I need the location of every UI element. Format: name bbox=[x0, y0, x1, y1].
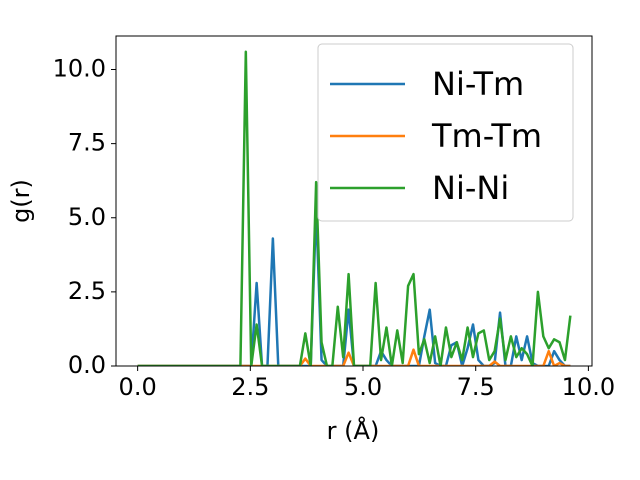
x-tick-label: 10.0 bbox=[562, 373, 615, 401]
y-tick-label: 0.0 bbox=[68, 351, 106, 379]
series-line bbox=[137, 50, 572, 366]
legend-label: Ni-Ni bbox=[432, 169, 509, 207]
x-axis-label: r (Å) bbox=[327, 416, 380, 445]
plot-frame bbox=[115, 35, 593, 367]
y-tick-label: 2.5 bbox=[68, 277, 106, 305]
legend-label: Ni-Tm bbox=[432, 65, 524, 103]
series-line bbox=[137, 348, 571, 366]
x-tick-label: 0.0 bbox=[119, 373, 157, 401]
y-axis-label: g(r) bbox=[7, 179, 35, 223]
y-tick-label: 7.5 bbox=[68, 129, 106, 157]
y-tick-label: 10.0 bbox=[53, 55, 106, 83]
x-tick-label: 7.5 bbox=[457, 373, 495, 401]
x-tick-label: 2.5 bbox=[231, 373, 269, 401]
x-tick-label: 5.0 bbox=[344, 373, 382, 401]
plot-lines bbox=[137, 50, 572, 366]
legend-box bbox=[317, 43, 574, 222]
y-tick-label: 5.0 bbox=[68, 203, 106, 231]
legend-label: Tm-Tm bbox=[431, 117, 542, 155]
